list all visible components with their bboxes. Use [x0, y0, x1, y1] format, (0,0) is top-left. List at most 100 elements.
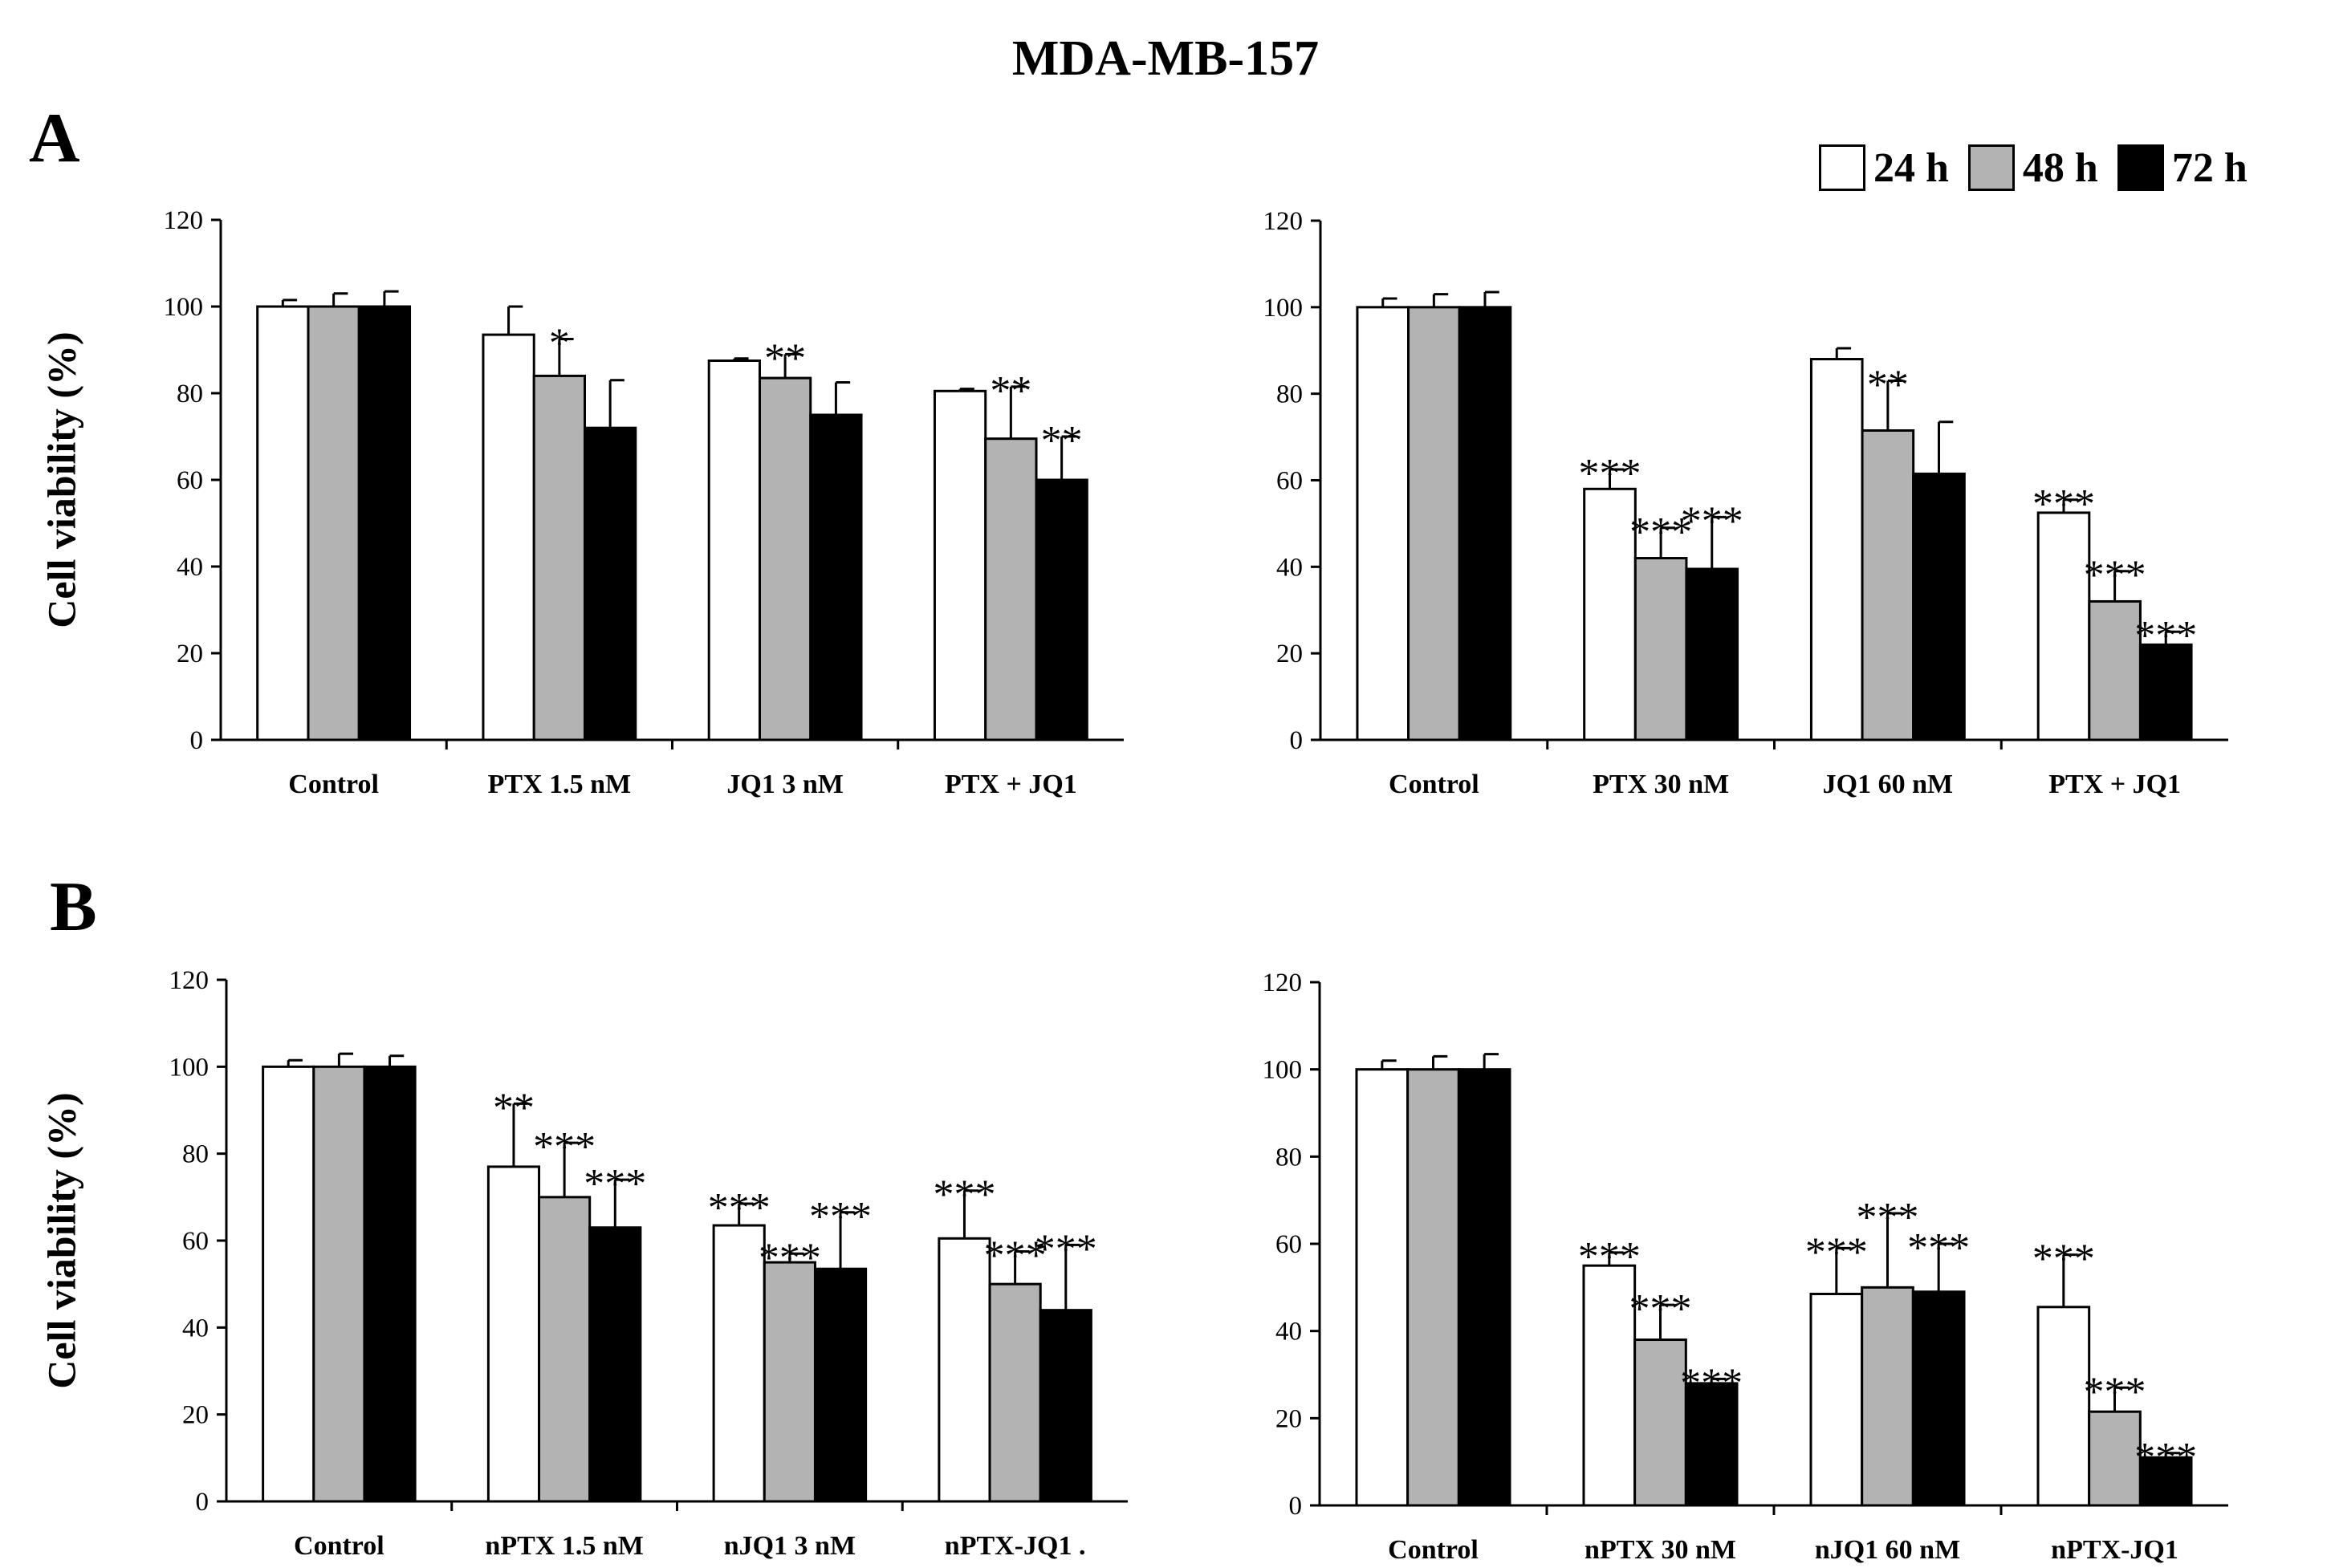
significance-marker: ***: [584, 1161, 646, 1207]
significance-marker: ***: [2084, 553, 2146, 599]
bar-24-h-control: [256, 305, 310, 741]
y-tick-label: 40: [177, 553, 203, 582]
category-label-nptx-30-nm: nPTX 30 nM: [1585, 1535, 1736, 1565]
y-tick-label: 120: [1263, 969, 1303, 997]
y-tick-label: 60: [177, 466, 203, 495]
bar-72-h-njq1-3-nm: [813, 1267, 868, 1503]
significance-marker: ***: [1629, 510, 1692, 555]
bar-24-h-control: [1356, 306, 1410, 741]
chart-panel-b-left: 0 20 40 60 80 100 120 Cell viability (%) Control…: [39, 966, 1128, 1561]
bar-24-h-jq1-3-nm: [707, 360, 761, 741]
y-tick-label: 40: [1275, 1318, 1302, 1347]
legend-item-72h: 72 h: [2117, 144, 2248, 192]
bar-72-h-control: [1458, 306, 1512, 741]
y-tick-label: 80: [182, 1140, 209, 1169]
legend-swatch-24h: [1819, 144, 1865, 191]
significance-marker: ***: [759, 1235, 821, 1281]
y-axis-label: Cell viability (%): [39, 331, 83, 628]
bar-24-h-ptx-jq1: [933, 389, 987, 741]
bar-48-h-ptx-jq1: [2088, 599, 2142, 741]
bar-72-h-jq1-60-nm: [1912, 472, 1966, 741]
bar-24-h-ptx-30-nm: [1583, 487, 1637, 741]
y-tick-label: 0: [196, 1488, 210, 1517]
bar-72-h-ptx-1-5-nm: [584, 426, 637, 741]
bar-72-h-control: [363, 1065, 417, 1503]
significance-marker: ***: [2032, 481, 2095, 527]
significance-marker: ***: [1681, 498, 1743, 544]
y-tick-label: 20: [1276, 640, 1303, 668]
category-label-ptx-jq1: PTX + JQ1: [945, 770, 1077, 799]
significance-marker: ***: [1579, 451, 1641, 497]
panel-label-b: B: [50, 868, 97, 946]
bar-48-h-njq1-3-nm: [763, 1261, 816, 1503]
legend-swatch-72h: [2117, 144, 2164, 191]
bar-48-h-ptx-1-5-nm: [532, 374, 587, 741]
significance-marker: ***: [1035, 1226, 1097, 1272]
bar-72-h-njq1-60-nm: [1911, 1290, 1966, 1507]
bar-24-h-control: [262, 1065, 315, 1503]
bar-72-h-nptx-30-nm: [1684, 1382, 1739, 1507]
y-tick-label: 80: [177, 380, 203, 408]
bar-72-h-ptx-jq1: [1035, 478, 1088, 741]
significance-marker: ***: [2134, 1435, 2197, 1481]
panel-label-a: A: [29, 100, 80, 177]
bar-72-h-nptx-jq1: [1039, 1309, 1092, 1503]
y-tick-label: 100: [169, 1053, 210, 1082]
y-tick-label: 40: [182, 1314, 209, 1343]
y-tick-label: 100: [1263, 294, 1304, 323]
significance-marker: ***: [1907, 1225, 1970, 1271]
bar-24-h-control: [1355, 1068, 1410, 1507]
y-tick-label: 120: [164, 206, 204, 235]
bar-24-h-nptx-jq1: [938, 1237, 991, 1503]
bar-48-h-njq1-60-nm: [1861, 1286, 1914, 1507]
category-label-control: Control: [294, 1531, 384, 1561]
y-tick-label: 60: [1276, 467, 1303, 496]
y-tick-label: 100: [164, 293, 204, 322]
y-tick-label: 60: [182, 1227, 209, 1256]
bar-48-h-jq1-60-nm: [1861, 429, 1915, 741]
bar-24-h-ptx-jq1: [2036, 511, 2091, 741]
y-tick-label: 20: [1275, 1404, 1302, 1433]
significance-marker: ***: [2032, 1237, 2095, 1282]
significance-marker: ***: [809, 1194, 872, 1240]
bar-48-h-nptx-jq1: [2088, 1410, 2142, 1507]
category-label-ptx-30-nm: PTX 30 nM: [1593, 770, 1729, 799]
category-label-njq1-60-nm: nJQ1 60 nM: [1815, 1535, 1960, 1565]
y-axis-label: Cell viability (%): [39, 1092, 83, 1388]
significance-marker: ***: [984, 1233, 1047, 1279]
significance-marker: ***: [1805, 1229, 1868, 1275]
significance-marker: **: [1041, 418, 1083, 464]
y-tick-label: 80: [1276, 380, 1303, 409]
bar-72-h-nptx-1-5-nm: [588, 1226, 642, 1503]
significance-marker: **: [493, 1085, 535, 1131]
y-tick-label: 40: [1276, 553, 1303, 582]
significance-marker: *: [549, 321, 570, 367]
bar-48-h-control: [1407, 306, 1461, 741]
bar-48-h-control: [307, 305, 360, 741]
category-label-jq1-3-nm: JQ1 3 nM: [726, 770, 843, 799]
bar-72-h-control: [357, 305, 412, 741]
bar-72-h-control: [1457, 1068, 1511, 1507]
category-label-control: Control: [288, 770, 379, 799]
bar-72-h-ptx-30-nm: [1685, 567, 1739, 741]
significance-marker: ***: [2134, 613, 2197, 659]
significance-marker: ***: [2084, 1369, 2146, 1415]
y-tick-label: 60: [1275, 1230, 1302, 1259]
legend-label-24h: 24 h: [1873, 144, 1949, 191]
significance-marker: ***: [1629, 1286, 1692, 1332]
y-tick-label: 20: [182, 1401, 209, 1430]
bar-24-h-njq1-60-nm: [1809, 1292, 1864, 1507]
bar-24-h-nptx-30-nm: [1582, 1264, 1637, 1507]
legend-label-72h: 72 h: [2171, 144, 2248, 191]
category-label-ptx-jq1: PTX + JQ1: [2048, 770, 2181, 799]
y-tick-label: 20: [177, 640, 203, 668]
significance-marker: ***: [933, 1172, 995, 1218]
category-label-control: Control: [1389, 770, 1479, 799]
bar-24-h-ptx-1-5-nm: [482, 333, 535, 741]
bar-48-h-ptx-jq1: [984, 437, 1038, 741]
bar-72-h-nptx-jq1: [2138, 1456, 2193, 1507]
y-tick-label: 0: [1289, 1492, 1303, 1521]
bar-72-h-ptx-jq1: [2138, 643, 2193, 741]
